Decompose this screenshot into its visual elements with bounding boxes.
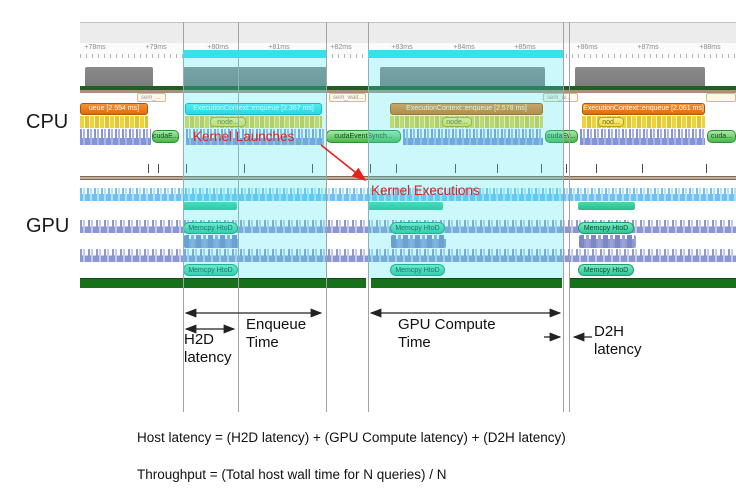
measurement-gridline bbox=[563, 22, 564, 412]
kernel-execution-bar[interactable] bbox=[368, 202, 443, 210]
throughput-formula: Throughput = (Total host wall time for N… bbox=[137, 467, 447, 482]
time-ruler[interactable]: +78ms +79ms +80ms +81ms +82ms +83ms +84m… bbox=[80, 43, 736, 58]
kernel-execution-bar[interactable] bbox=[183, 202, 237, 210]
ruler-tick: +86ms bbox=[576, 44, 598, 51]
cpu-gpu-divider-bar bbox=[80, 176, 736, 180]
cuda-api-waveform bbox=[186, 129, 324, 145]
enqueue-range-bar[interactable]: ExecutionContext::enqueue [2.578 ms] bbox=[390, 103, 543, 115]
memcpy-htod-badge[interactable]: Memcpy HtoD bbox=[578, 222, 634, 234]
memcpy-htod-badge[interactable]: Memcpy HtoD bbox=[183, 222, 238, 234]
ruler-tick: +84ms bbox=[453, 44, 475, 51]
context-switch-tick bbox=[497, 164, 498, 173]
memcpy-htod-badge[interactable]: Memcpy HtoD bbox=[390, 264, 445, 276]
node-chip[interactable]: node... bbox=[442, 117, 472, 127]
memcpy-chunk-blobs bbox=[579, 235, 636, 248]
context-switch-tick bbox=[312, 164, 313, 173]
cuda-api-call-box[interactable]: cudaEventSynch... bbox=[326, 130, 401, 143]
context-switch-tick bbox=[455, 164, 456, 173]
ruler-tick: +79ms bbox=[145, 44, 167, 51]
kernel-launches-callout: Kernel Launches bbox=[193, 129, 295, 144]
gpu-kernel-waveform bbox=[80, 188, 736, 201]
kernel-execution-bar[interactable] bbox=[578, 202, 635, 210]
ruler-tick: +85ms bbox=[514, 44, 536, 51]
thread-running-strip bbox=[80, 86, 736, 90]
context-switch-tick bbox=[148, 164, 149, 173]
context-switch-tick bbox=[158, 164, 159, 173]
measurement-gridline bbox=[368, 22, 369, 412]
node-activity-segment bbox=[185, 116, 322, 128]
context-switch-tick bbox=[186, 164, 187, 173]
sem-wait-range[interactable] bbox=[706, 93, 736, 102]
memcpy-htod-badge[interactable]: Memcpy HtoD bbox=[183, 264, 238, 276]
sem-wait-range[interactable]: sem_w... bbox=[543, 93, 578, 102]
stream-bar-gap bbox=[562, 278, 569, 288]
ruler-tick: +78ms bbox=[84, 44, 106, 51]
cpu-track-label: CPU bbox=[26, 111, 69, 133]
node-chip[interactable]: nod... bbox=[598, 117, 624, 127]
enqueue-time-label: Enqueue Time bbox=[246, 316, 307, 352]
track-divider-line bbox=[80, 90, 736, 93]
ruler-tick: +88ms bbox=[699, 44, 721, 51]
sem-wait-range[interactable]: sem_wait... bbox=[329, 93, 366, 102]
memcpy-chunk-blobs bbox=[391, 235, 446, 248]
context-switch-tick bbox=[566, 164, 567, 173]
memcpy-htod-badge[interactable]: Memcpy HtoD bbox=[578, 264, 634, 276]
cuda-api-call-box[interactable]: cuda... bbox=[707, 130, 736, 143]
host-latency-formula: Host latency = (H2D latency) + (GPU Comp… bbox=[137, 430, 566, 445]
context-switch-tick bbox=[706, 164, 707, 173]
gpu-compute-time-label: GPU Compute Time bbox=[398, 316, 496, 352]
measurement-gridline bbox=[326, 22, 327, 412]
gpu-memcpy-waveform bbox=[80, 249, 736, 262]
enqueue-range-bar-selected[interactable]: ExecutionContext::enqueue [2.367 ms] bbox=[185, 103, 322, 115]
context-switch-tick bbox=[596, 164, 597, 173]
measurement-gridline bbox=[238, 22, 239, 412]
enqueue-range-bar[interactable]: ueue [2.554 ms] bbox=[80, 103, 148, 115]
thread-state-block[interactable] bbox=[380, 67, 545, 86]
ruler-minor-ticks bbox=[80, 54, 736, 58]
context-switch-tick bbox=[396, 164, 397, 173]
ruler-tick: +81ms bbox=[268, 44, 290, 51]
cuda-api-waveform bbox=[80, 129, 151, 145]
node-activity-segment bbox=[80, 116, 148, 128]
cuda-api-waveform bbox=[403, 129, 543, 145]
context-switch-tick bbox=[370, 164, 371, 173]
ruler-tick: +82ms bbox=[330, 44, 352, 51]
h2d-latency-label: H2D latency bbox=[184, 331, 232, 367]
timeline-header-band bbox=[80, 22, 736, 45]
thread-state-block[interactable] bbox=[575, 67, 705, 86]
context-switch-tick bbox=[244, 164, 245, 173]
cuda-api-call-box[interactable]: cudaE... bbox=[152, 130, 179, 143]
gpu-stream-utilization-bar bbox=[80, 278, 736, 288]
thread-state-block[interactable] bbox=[183, 67, 327, 86]
memcpy-chunk-blobs bbox=[184, 235, 239, 248]
context-switch-tick bbox=[541, 164, 542, 173]
memcpy-htod-badge[interactable]: Memcpy HtoD bbox=[390, 222, 445, 234]
ruler-tick: +87ms bbox=[637, 44, 659, 51]
context-switch-tick bbox=[642, 164, 643, 173]
ruler-tick: +83ms bbox=[391, 44, 413, 51]
gpu-track-label: GPU bbox=[26, 215, 70, 237]
enqueue-range-bar[interactable]: ExecutionContext::enqueue [2.061 ms] bbox=[582, 103, 705, 115]
ruler-tick: +80ms bbox=[207, 44, 229, 51]
node-chip[interactable]: node... bbox=[210, 117, 246, 127]
thread-state-block[interactable] bbox=[85, 67, 153, 86]
measurement-gridline bbox=[183, 22, 184, 412]
kernel-executions-pointer-arrow bbox=[320, 144, 367, 181]
sem-wait-range[interactable]: sem_... bbox=[137, 93, 166, 102]
cuda-api-call-box[interactable]: cudaEv... bbox=[545, 130, 578, 143]
cuda-api-waveform bbox=[580, 129, 705, 145]
d2h-latency-label: D2H latency bbox=[594, 323, 642, 359]
measurement-gridline bbox=[569, 22, 570, 412]
kernel-executions-callout: Kernel Executions bbox=[371, 183, 480, 198]
